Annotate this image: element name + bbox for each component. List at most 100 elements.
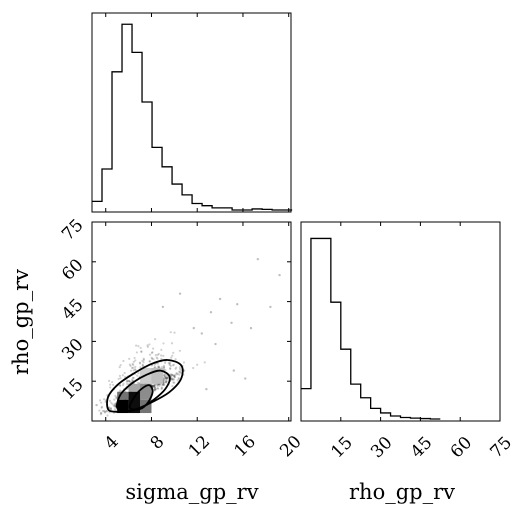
y-tick-label: 30 xyxy=(58,335,87,364)
density-cell xyxy=(117,391,129,400)
scatter-point xyxy=(173,331,176,334)
y-tick-label: 15 xyxy=(58,375,87,404)
scatter-point xyxy=(156,384,159,387)
scatter-point xyxy=(138,361,142,364)
scatter-point xyxy=(139,346,142,350)
scatter-point xyxy=(173,376,176,379)
scatter-point xyxy=(101,409,104,413)
scatter-point xyxy=(269,305,272,309)
scatter-point xyxy=(153,389,156,392)
scatter-point xyxy=(135,344,138,347)
scatter-point xyxy=(172,381,175,384)
scatter-point xyxy=(203,361,206,364)
scatter-point xyxy=(163,361,167,365)
scatter-point xyxy=(104,411,107,414)
scatter-point xyxy=(148,343,151,346)
x-tick-label: 12 xyxy=(185,432,214,461)
scatter-point xyxy=(130,378,134,381)
scatter-point xyxy=(106,414,109,417)
scatter-point xyxy=(152,347,155,350)
scatter-point xyxy=(148,360,152,363)
scatter-point xyxy=(112,383,115,387)
scatter-point xyxy=(153,389,157,392)
scatter-point xyxy=(178,371,181,374)
scatter-point xyxy=(162,377,166,380)
y-axis-label-rho: rho_gp_rv xyxy=(9,269,33,375)
scatter-point xyxy=(151,357,154,360)
panel-frame xyxy=(300,221,501,422)
scatter-point xyxy=(162,368,166,371)
scatter-point xyxy=(169,331,172,334)
scatter-point xyxy=(182,361,186,364)
y-tick-label: 45 xyxy=(58,295,87,324)
scatter-point xyxy=(157,384,160,387)
scatter-point xyxy=(232,369,236,372)
scatter-point xyxy=(121,384,124,387)
scatter-point xyxy=(170,374,173,377)
scatter-point xyxy=(170,377,174,381)
scatter-point xyxy=(142,357,145,360)
scatter-point xyxy=(196,363,199,366)
scatter-point xyxy=(134,359,137,362)
scatter-point xyxy=(166,376,169,380)
scatter-point xyxy=(153,384,156,387)
scatter-point xyxy=(127,379,131,383)
scatter-point xyxy=(113,398,116,401)
scatter-point xyxy=(119,384,122,387)
panel-frame xyxy=(91,221,292,422)
density-cell xyxy=(128,391,141,414)
scatter-point xyxy=(168,362,171,365)
scatter-point xyxy=(178,367,182,371)
scatter-point xyxy=(172,351,175,354)
scatter-point xyxy=(176,372,179,375)
scatter-point xyxy=(172,374,175,377)
scatter-point xyxy=(140,350,143,354)
scatter-point xyxy=(170,342,174,345)
scatter-point xyxy=(140,350,143,353)
scatter-point xyxy=(99,413,103,416)
scatter-point xyxy=(131,362,134,365)
panel-sigma-histogram xyxy=(91,12,293,213)
panel-joint-density: 4 8 12 16 20 15 30 45 60 75 xyxy=(58,215,306,461)
scatter-point xyxy=(164,375,167,378)
scatter-point xyxy=(114,405,117,409)
scatter-point xyxy=(171,364,175,367)
scatter-point xyxy=(166,375,169,378)
scatter-point xyxy=(156,353,159,356)
scatter-point xyxy=(146,345,150,348)
scatter-point xyxy=(163,366,166,369)
scatter-point xyxy=(119,363,122,367)
scatter-point xyxy=(170,376,173,380)
scatter-point xyxy=(161,383,164,387)
scatter-point xyxy=(163,383,166,386)
scatter-point xyxy=(171,373,174,377)
scatter-point xyxy=(236,303,239,306)
scatter-point xyxy=(162,381,165,384)
scatter-point xyxy=(171,354,174,357)
scatter-point xyxy=(157,387,160,390)
scatter-point xyxy=(103,409,106,412)
scatter-point xyxy=(160,366,164,369)
scatter-point xyxy=(129,369,133,372)
scatter-point xyxy=(98,409,101,412)
scatter-point xyxy=(162,382,166,385)
scatter-point xyxy=(134,365,137,369)
scatter-point xyxy=(115,396,118,400)
scatter-point xyxy=(158,384,161,387)
scatter-point xyxy=(163,376,166,379)
scatter-point xyxy=(165,380,168,383)
scatter-point xyxy=(109,407,112,411)
scatter-point xyxy=(139,366,142,369)
scatter-point xyxy=(164,368,167,372)
scatter-point xyxy=(118,374,122,378)
scatter-point xyxy=(178,292,182,295)
scatter-point xyxy=(169,366,172,370)
scatter-point xyxy=(132,360,135,363)
scatter-point xyxy=(141,364,144,367)
scatter-point xyxy=(132,366,135,369)
scatter-point xyxy=(175,371,178,375)
scatter-point xyxy=(154,338,157,341)
scatter-point xyxy=(162,383,165,386)
scatter-point xyxy=(128,379,131,383)
